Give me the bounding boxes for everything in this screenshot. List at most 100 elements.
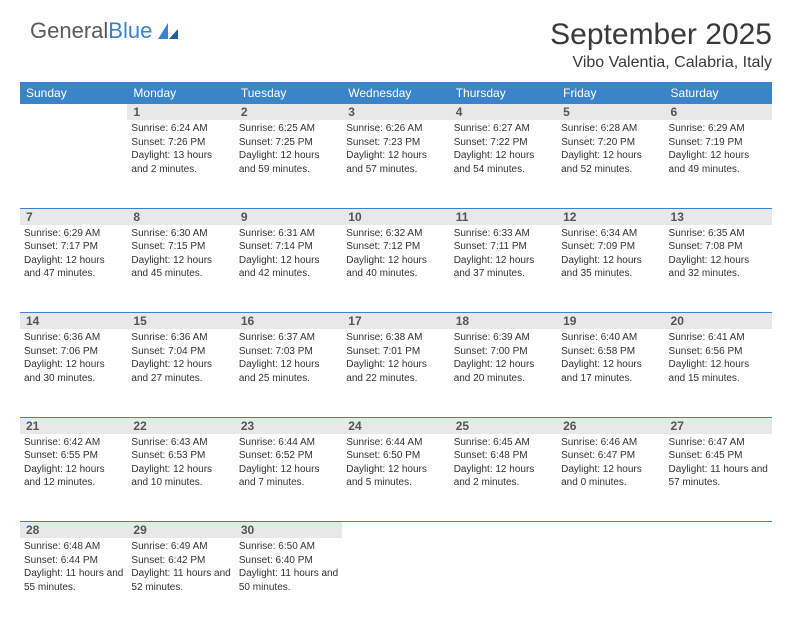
day-cell: Sunrise: 6:37 AMSunset: 7:03 PMDaylight:… <box>235 329 342 417</box>
sunrise-text: Sunrise: 6:50 AM <box>239 540 338 554</box>
sunrise-text: Sunrise: 6:28 AM <box>561 122 660 136</box>
day-number: 10 <box>342 208 449 225</box>
week-row: Sunrise: 6:42 AMSunset: 6:55 PMDaylight:… <box>20 434 772 522</box>
day-number <box>342 522 449 539</box>
daylight-text: Daylight: 12 hours and 47 minutes. <box>24 254 123 281</box>
sunset-text: Sunset: 7:23 PM <box>346 136 445 150</box>
sunset-text: Sunset: 7:04 PM <box>131 345 230 359</box>
sunset-text: Sunset: 6:55 PM <box>24 449 123 463</box>
week-row: Sunrise: 6:29 AMSunset: 7:17 PMDaylight:… <box>20 225 772 313</box>
sunrise-text: Sunrise: 6:27 AM <box>454 122 553 136</box>
day-cell: Sunrise: 6:27 AMSunset: 7:22 PMDaylight:… <box>450 120 557 208</box>
sunrise-text: Sunrise: 6:43 AM <box>131 436 230 450</box>
daylight-text: Daylight: 12 hours and 49 minutes. <box>669 149 768 176</box>
day-cell: Sunrise: 6:50 AMSunset: 6:40 PMDaylight:… <box>235 538 342 626</box>
sunset-text: Sunset: 7:14 PM <box>239 240 338 254</box>
sunrise-text: Sunrise: 6:24 AM <box>131 122 230 136</box>
day-cell: Sunrise: 6:42 AMSunset: 6:55 PMDaylight:… <box>20 434 127 522</box>
day-cell: Sunrise: 6:48 AMSunset: 6:44 PMDaylight:… <box>20 538 127 626</box>
daylight-text: Daylight: 12 hours and 10 minutes. <box>131 463 230 490</box>
day-number: 23 <box>235 417 342 434</box>
daylight-text: Daylight: 12 hours and 25 minutes. <box>239 358 338 385</box>
day-number: 7 <box>20 208 127 225</box>
sunrise-text: Sunrise: 6:36 AM <box>24 331 123 345</box>
sunset-text: Sunset: 6:45 PM <box>669 449 768 463</box>
day-cell: Sunrise: 6:44 AMSunset: 6:52 PMDaylight:… <box>235 434 342 522</box>
day-number: 29 <box>127 522 234 539</box>
day-number <box>450 522 557 539</box>
day-number: 15 <box>127 313 234 330</box>
day-cell: Sunrise: 6:46 AMSunset: 6:47 PMDaylight:… <box>557 434 664 522</box>
day-cell: Sunrise: 6:44 AMSunset: 6:50 PMDaylight:… <box>342 434 449 522</box>
sunset-text: Sunset: 7:20 PM <box>561 136 660 150</box>
daylight-text: Daylight: 12 hours and 15 minutes. <box>669 358 768 385</box>
day-number: 3 <box>342 104 449 120</box>
sunrise-text: Sunrise: 6:26 AM <box>346 122 445 136</box>
day-cell: Sunrise: 6:47 AMSunset: 6:45 PMDaylight:… <box>665 434 772 522</box>
day-cell <box>450 538 557 626</box>
day-number: 16 <box>235 313 342 330</box>
day-cell: Sunrise: 6:34 AMSunset: 7:09 PMDaylight:… <box>557 225 664 313</box>
day-cell: Sunrise: 6:36 AMSunset: 7:06 PMDaylight:… <box>20 329 127 417</box>
daylight-text: Daylight: 12 hours and 37 minutes. <box>454 254 553 281</box>
sunrise-text: Sunrise: 6:40 AM <box>561 331 660 345</box>
logo: GeneralBlue <box>20 18 180 44</box>
logo-text-2: Blue <box>108 18 152 44</box>
day-number: 24 <box>342 417 449 434</box>
sunset-text: Sunset: 7:17 PM <box>24 240 123 254</box>
day-cell <box>557 538 664 626</box>
daylight-text: Daylight: 12 hours and 40 minutes. <box>346 254 445 281</box>
day-number: 5 <box>557 104 664 120</box>
daylight-text: Daylight: 12 hours and 20 minutes. <box>454 358 553 385</box>
day-header: Sunday <box>20 82 127 104</box>
day-number <box>665 522 772 539</box>
day-cell: Sunrise: 6:32 AMSunset: 7:12 PMDaylight:… <box>342 225 449 313</box>
month-title: September 2025 <box>550 18 772 52</box>
day-number: 22 <box>127 417 234 434</box>
day-number: 14 <box>20 313 127 330</box>
sunset-text: Sunset: 7:00 PM <box>454 345 553 359</box>
daylight-text: Daylight: 11 hours and 55 minutes. <box>24 567 123 594</box>
sunrise-text: Sunrise: 6:39 AM <box>454 331 553 345</box>
daylight-text: Daylight: 12 hours and 45 minutes. <box>131 254 230 281</box>
sunrise-text: Sunrise: 6:38 AM <box>346 331 445 345</box>
day-cell: Sunrise: 6:33 AMSunset: 7:11 PMDaylight:… <box>450 225 557 313</box>
day-number: 9 <box>235 208 342 225</box>
sunset-text: Sunset: 7:08 PM <box>669 240 768 254</box>
day-number: 8 <box>127 208 234 225</box>
daylight-text: Daylight: 12 hours and 0 minutes. <box>561 463 660 490</box>
header: GeneralBlue September 2025 Vibo Valentia… <box>20 18 772 72</box>
day-number: 1 <box>127 104 234 120</box>
sunrise-text: Sunrise: 6:30 AM <box>131 227 230 241</box>
day-cell: Sunrise: 6:24 AMSunset: 7:26 PMDaylight:… <box>127 120 234 208</box>
daylight-text: Daylight: 12 hours and 52 minutes. <box>561 149 660 176</box>
day-header: Friday <box>557 82 664 104</box>
sunset-text: Sunset: 7:06 PM <box>24 345 123 359</box>
day-number: 21 <box>20 417 127 434</box>
daynum-row: 14151617181920 <box>20 313 772 330</box>
sunrise-text: Sunrise: 6:47 AM <box>669 436 768 450</box>
day-cell: Sunrise: 6:29 AMSunset: 7:17 PMDaylight:… <box>20 225 127 313</box>
day-number: 26 <box>557 417 664 434</box>
sunset-text: Sunset: 7:15 PM <box>131 240 230 254</box>
daylight-text: Daylight: 12 hours and 42 minutes. <box>239 254 338 281</box>
sunset-text: Sunset: 6:53 PM <box>131 449 230 463</box>
sunrise-text: Sunrise: 6:48 AM <box>24 540 123 554</box>
sunrise-text: Sunrise: 6:44 AM <box>239 436 338 450</box>
sunrise-text: Sunrise: 6:33 AM <box>454 227 553 241</box>
day-cell: Sunrise: 6:36 AMSunset: 7:04 PMDaylight:… <box>127 329 234 417</box>
sunset-text: Sunset: 7:25 PM <box>239 136 338 150</box>
daylight-text: Daylight: 12 hours and 2 minutes. <box>454 463 553 490</box>
sunset-text: Sunset: 6:44 PM <box>24 554 123 568</box>
day-cell: Sunrise: 6:49 AMSunset: 6:42 PMDaylight:… <box>127 538 234 626</box>
calendar-table: SundayMondayTuesdayWednesdayThursdayFrid… <box>20 82 772 626</box>
sunrise-text: Sunrise: 6:45 AM <box>454 436 553 450</box>
daylight-text: Daylight: 11 hours and 57 minutes. <box>669 463 768 490</box>
day-cell: Sunrise: 6:41 AMSunset: 6:56 PMDaylight:… <box>665 329 772 417</box>
sunset-text: Sunset: 6:58 PM <box>561 345 660 359</box>
sunset-text: Sunset: 6:47 PM <box>561 449 660 463</box>
sunset-text: Sunset: 7:19 PM <box>669 136 768 150</box>
sunrise-text: Sunrise: 6:29 AM <box>669 122 768 136</box>
sunset-text: Sunset: 6:48 PM <box>454 449 553 463</box>
logo-text-1: General <box>30 18 108 44</box>
